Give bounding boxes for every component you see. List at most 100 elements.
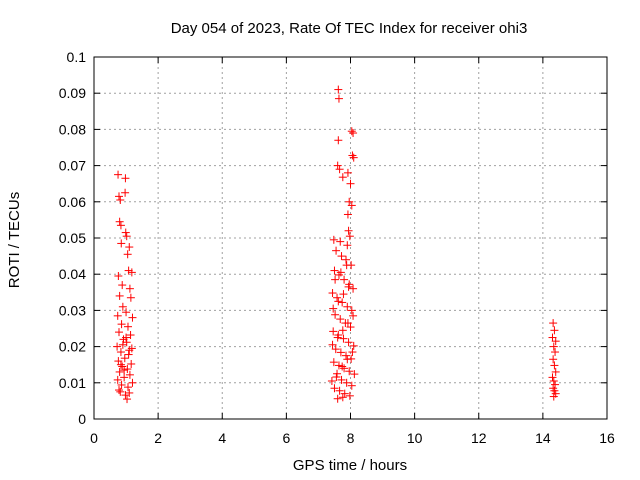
- data-point: [333, 161, 342, 170]
- data-point: [551, 348, 560, 357]
- data-point: [125, 388, 134, 397]
- data-point: [328, 340, 337, 349]
- data-point: [330, 384, 339, 393]
- data-point: [114, 170, 123, 179]
- chart-title: Day 054 of 2023, Rate Of TEC Index for r…: [171, 20, 528, 37]
- data-point: [550, 326, 559, 335]
- data-points: [113, 85, 560, 404]
- data-point: [339, 334, 348, 343]
- data-point: [342, 351, 351, 360]
- data-point: [343, 302, 352, 311]
- x-tick-label: 10: [407, 430, 423, 446]
- data-point: [118, 302, 127, 311]
- data-point: [336, 268, 345, 277]
- y-tick-label: 0.05: [59, 230, 86, 246]
- x-tick-label: 6: [282, 430, 290, 446]
- data-point: [334, 297, 343, 306]
- data-point: [334, 136, 343, 145]
- data-point: [123, 322, 132, 331]
- data-point: [336, 348, 345, 357]
- data-point: [121, 188, 130, 197]
- data-point: [115, 328, 124, 337]
- data-point: [116, 221, 125, 230]
- data-point: [331, 275, 340, 284]
- data-point: [347, 127, 356, 136]
- data-point: [124, 350, 133, 359]
- data-point: [118, 281, 127, 290]
- data-point: [548, 333, 557, 342]
- data-point: [342, 261, 351, 270]
- data-point: [347, 306, 356, 315]
- data-point: [123, 383, 132, 392]
- data-point: [329, 327, 338, 336]
- data-point: [348, 348, 357, 357]
- x-tick-label: 14: [535, 430, 551, 446]
- data-point: [338, 298, 347, 307]
- data-point: [114, 272, 123, 281]
- x-tick-label: 4: [218, 430, 226, 446]
- y-tick-label: 0.09: [59, 85, 86, 101]
- data-point: [349, 153, 358, 162]
- data-point: [115, 367, 124, 376]
- data-point: [338, 362, 347, 371]
- data-point: [125, 346, 134, 355]
- data-point: [338, 326, 347, 335]
- data-point: [120, 354, 129, 363]
- data-point: [123, 365, 132, 374]
- data-point: [340, 389, 349, 398]
- data-point: [347, 381, 356, 390]
- data-point: [117, 239, 126, 248]
- data-point: [121, 228, 130, 237]
- gridlines: [94, 57, 607, 419]
- data-point: [348, 151, 357, 160]
- data-point: [333, 293, 342, 302]
- y-tick-label: 0.06: [59, 194, 86, 210]
- data-point: [333, 394, 342, 403]
- data-point: [115, 192, 124, 201]
- x-axis-title: GPS time / hours: [293, 457, 407, 474]
- data-point: [350, 370, 359, 379]
- data-point: [335, 165, 344, 174]
- data-point: [343, 210, 352, 219]
- data-point: [344, 282, 353, 291]
- data-point: [345, 232, 354, 241]
- data-point: [339, 290, 348, 299]
- y-tick-label: 0.1: [67, 49, 87, 65]
- data-point: [340, 364, 349, 373]
- data-point: [122, 232, 131, 241]
- data-point: [330, 266, 339, 275]
- data-point: [345, 391, 354, 400]
- x-tick-label: 16: [599, 430, 615, 446]
- data-point: [334, 361, 343, 370]
- data-point: [550, 361, 559, 370]
- data-point: [127, 268, 136, 277]
- data-point: [128, 378, 137, 387]
- data-point: [549, 392, 558, 401]
- data-point: [126, 331, 135, 340]
- data-point: [125, 370, 134, 379]
- data-point: [551, 367, 560, 376]
- y-tick-label: 0.04: [59, 266, 86, 282]
- data-point: [349, 284, 358, 293]
- data-point: [115, 291, 124, 300]
- data-point: [125, 284, 134, 293]
- data-point: [116, 348, 125, 357]
- data-point: [333, 369, 342, 378]
- data-point: [332, 373, 341, 382]
- data-point: [118, 362, 127, 371]
- data-point: [128, 313, 137, 322]
- plot-frame: [93, 56, 608, 420]
- x-tick-label: 0: [90, 430, 98, 446]
- data-point: [333, 333, 342, 342]
- data-point: [342, 255, 351, 264]
- y-axis-title: ROTI / TECUs: [6, 192, 23, 288]
- data-point: [123, 395, 132, 404]
- data-point: [126, 293, 135, 302]
- data-point: [338, 173, 347, 182]
- data-point: [336, 237, 345, 246]
- data-point: [337, 375, 346, 384]
- data-point: [124, 266, 133, 275]
- data-point: [113, 375, 122, 384]
- data-point: [328, 289, 337, 298]
